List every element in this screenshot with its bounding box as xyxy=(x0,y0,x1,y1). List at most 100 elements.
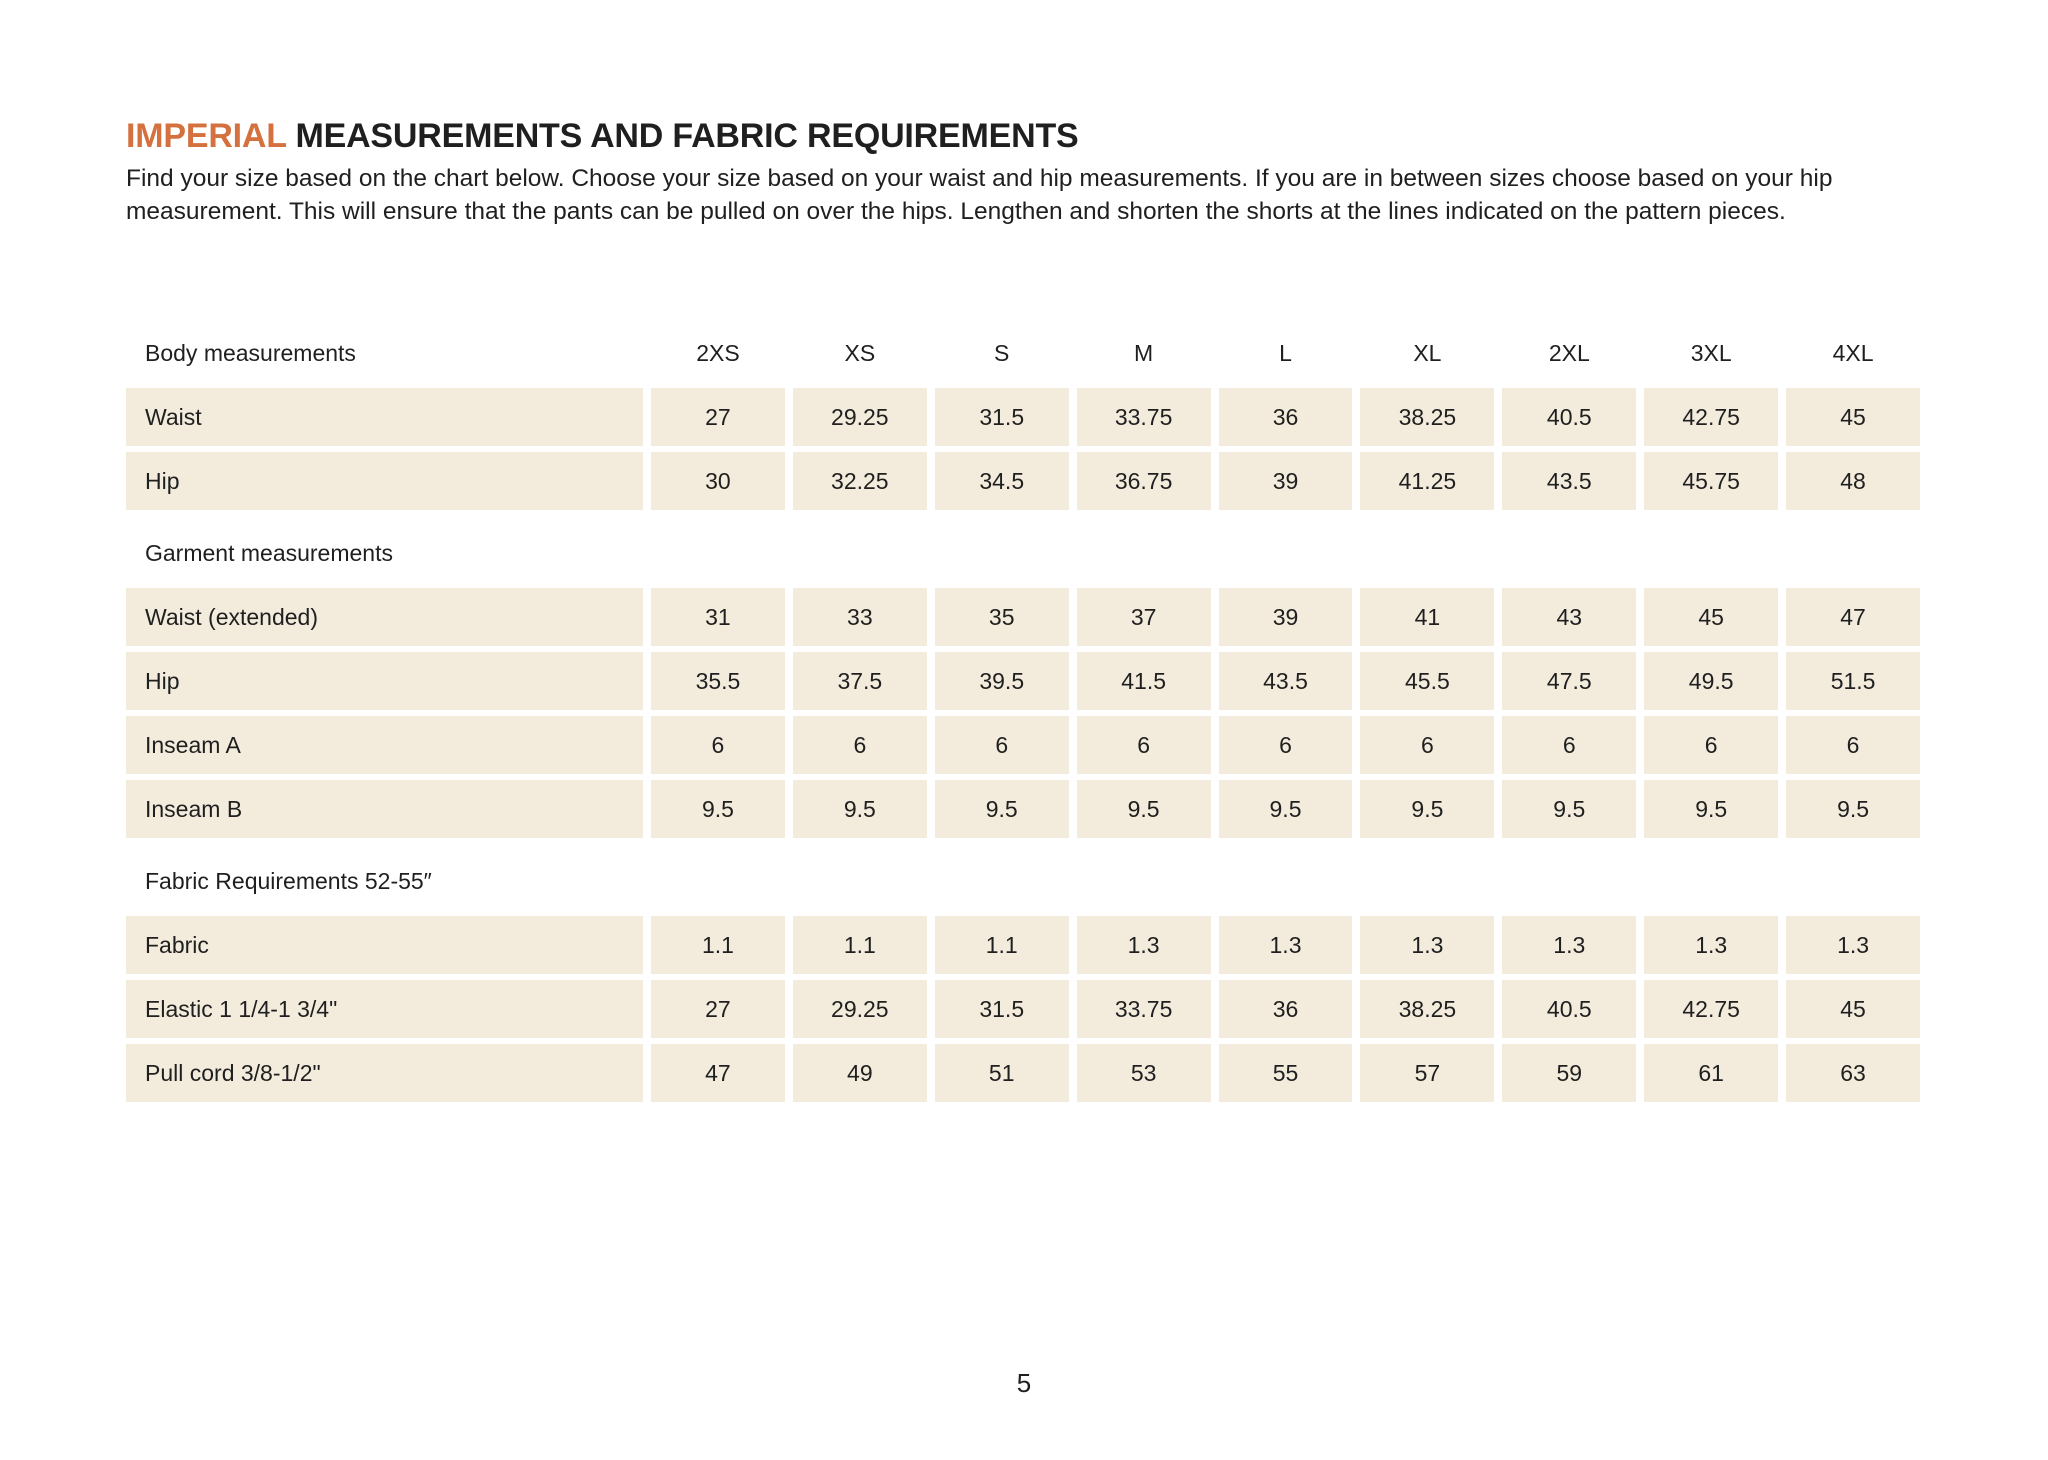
cell-value: 6 xyxy=(1502,716,1637,774)
cell-value: 37 xyxy=(1076,588,1211,646)
cell-value: 32.25 xyxy=(792,452,927,510)
cell-value: 49 xyxy=(792,1044,927,1102)
cell-value: 31 xyxy=(651,588,785,646)
table-row: Inseam A 6 6 6 6 6 6 6 6 6 xyxy=(126,716,1921,774)
spacer xyxy=(1219,858,1353,904)
cell-value: 29.25 xyxy=(792,388,927,446)
cell-value: 1.3 xyxy=(1786,916,1921,974)
cell-value: 42.75 xyxy=(1644,980,1779,1038)
spacer xyxy=(793,858,927,904)
cell-value: 40.5 xyxy=(1502,388,1637,446)
cell-value: 1.1 xyxy=(934,916,1069,974)
cell-value: 57 xyxy=(1360,1044,1495,1102)
size-header-s: S xyxy=(994,339,1010,366)
page-title-rest: MEASUREMENTS AND FABRIC REQUIREMENTS xyxy=(286,117,1079,155)
section-heading-garment-measurements: Garment measurements xyxy=(145,539,393,566)
spacer xyxy=(1360,530,1494,576)
size-header-xs: XS xyxy=(844,339,876,366)
spacer xyxy=(1077,858,1211,904)
table-header-row: Body measurements 2XS XS S M L XL 2XL 3X… xyxy=(126,330,1920,376)
cell-value: 41.5 xyxy=(1076,652,1211,710)
row-label: Pull cord 3/8-1/2" xyxy=(126,1044,643,1102)
spacer xyxy=(651,858,785,904)
cell-value: 45 xyxy=(1786,980,1921,1038)
spacer xyxy=(935,530,1069,576)
page-number: 5 xyxy=(1016,1368,1032,1398)
cell-value: 40.5 xyxy=(1502,980,1637,1038)
measurements-table: Body measurements 2XS XS S M L XL 2XL 3X… xyxy=(126,330,1921,1108)
row-label: Inseam A xyxy=(126,716,643,774)
size-header-3xl: 3XL xyxy=(1690,339,1732,366)
size-header-2xl: 2XL xyxy=(1548,339,1590,366)
cell-value: 9.5 xyxy=(1502,780,1637,838)
cell-value: 9.5 xyxy=(934,780,1069,838)
cell-value: 47 xyxy=(651,1044,785,1102)
cell-value: 9.5 xyxy=(792,780,927,838)
row-label: Elastic 1 1/4-1 3/4" xyxy=(126,980,643,1038)
spacer xyxy=(1644,858,1778,904)
heading-block: IMPERIAL MEASUREMENTS AND FABRIC REQUIRE… xyxy=(126,116,1926,229)
cell-value: 9.5 xyxy=(1076,780,1211,838)
cell-value: 38.25 xyxy=(1360,388,1495,446)
row-label: Waist xyxy=(126,388,643,446)
cell-value: 43.5 xyxy=(1502,452,1637,510)
spacer xyxy=(1644,530,1778,576)
cell-value: 45 xyxy=(1644,588,1779,646)
cell-value: 47.5 xyxy=(1502,652,1637,710)
row-label: Hip xyxy=(126,452,643,510)
cell-value: 27 xyxy=(651,980,785,1038)
cell-value: 6 xyxy=(1360,716,1495,774)
cell-value: 59 xyxy=(1502,1044,1637,1102)
cell-value: 1.1 xyxy=(792,916,927,974)
cell-value: 36 xyxy=(1218,980,1353,1038)
table-row: Waist 27 29.25 31.5 33.75 36 38.25 40.5 … xyxy=(126,388,1921,446)
cell-value: 9.5 xyxy=(1218,780,1353,838)
cell-value: 9.5 xyxy=(1786,780,1921,838)
cell-value: 39.5 xyxy=(934,652,1069,710)
table-row: Elastic 1 1/4-1 3/4" 27 29.25 31.5 33.75… xyxy=(126,980,1921,1038)
cell-value: 33.75 xyxy=(1076,388,1211,446)
row-label: Waist (extended) xyxy=(126,588,643,646)
cell-value: 9.5 xyxy=(1360,780,1495,838)
cell-value: 51.5 xyxy=(1786,652,1921,710)
size-header-l: L xyxy=(1279,339,1292,366)
cell-value: 33 xyxy=(792,588,927,646)
spacer xyxy=(651,530,785,576)
cell-value: 31.5 xyxy=(934,980,1069,1038)
cell-value: 27 xyxy=(651,388,785,446)
size-header-4xl: 4XL xyxy=(1832,339,1874,366)
cell-value: 63 xyxy=(1786,1044,1921,1102)
table-section-row: Garment measurements xyxy=(126,530,1920,576)
row-label: Hip xyxy=(126,652,643,710)
page-title-accent: IMPERIAL xyxy=(126,117,287,155)
cell-value: 9.5 xyxy=(1644,780,1779,838)
cell-value: 6 xyxy=(1076,716,1211,774)
cell-value: 6 xyxy=(651,716,785,774)
cell-value: 29.25 xyxy=(792,980,927,1038)
intro-paragraph: Find your size based on the chart below.… xyxy=(126,165,1833,226)
cell-value: 43 xyxy=(1502,588,1637,646)
section-heading-fabric-requirements: Fabric Requirements 52-55″ xyxy=(145,867,432,894)
cell-value: 45 xyxy=(1786,388,1921,446)
cell-value: 41.25 xyxy=(1360,452,1495,510)
cell-value: 6 xyxy=(934,716,1069,774)
cell-value: 37.5 xyxy=(792,652,927,710)
cell-value: 45.5 xyxy=(1360,652,1495,710)
cell-value: 1.3 xyxy=(1502,916,1637,974)
size-header-2xs: 2XS xyxy=(696,339,740,366)
table-row: Waist (extended) 31 33 35 37 39 41 43 45… xyxy=(126,588,1921,646)
cell-value: 1.1 xyxy=(651,916,785,974)
page-title: IMPERIAL MEASUREMENTS AND FABRIC REQUIRE… xyxy=(126,116,1926,156)
spacer xyxy=(1786,530,1920,576)
spacer xyxy=(1360,858,1494,904)
cell-value: 35 xyxy=(934,588,1069,646)
table-row: Inseam B 9.5 9.5 9.5 9.5 9.5 9.5 9.5 9.5… xyxy=(126,780,1921,838)
size-header-m: M xyxy=(1134,339,1154,366)
cell-value: 39 xyxy=(1218,588,1353,646)
cell-value: 36 xyxy=(1218,388,1353,446)
cell-value: 47 xyxy=(1786,588,1921,646)
cell-value: 1.3 xyxy=(1644,916,1779,974)
spacer xyxy=(1502,858,1636,904)
row-label: Fabric xyxy=(126,916,643,974)
